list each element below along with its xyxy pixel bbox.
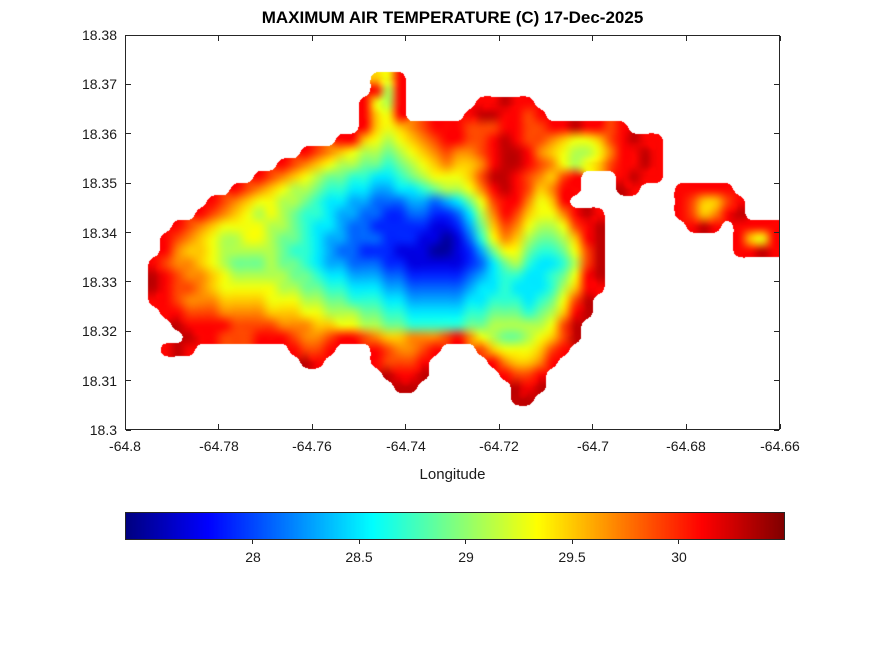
colorbar-tick-label: 30: [671, 549, 687, 565]
y-tick-label: 18.35: [81, 175, 117, 191]
y-tick-mark-right: [774, 133, 779, 134]
y-tick-mark-right: [774, 183, 779, 184]
colorbar-tick-mark: [465, 540, 466, 544]
y-tick-label: 18.3: [89, 422, 117, 438]
x-tick-mark: [218, 424, 219, 429]
x-tick-mark: [125, 424, 126, 429]
x-tick-mark-top: [780, 36, 781, 41]
y-tick-label: 18.38: [81, 27, 117, 43]
x-tick-mark: [312, 424, 313, 429]
y-tick-label: 18.37: [81, 76, 117, 92]
x-tick-mark-top: [499, 36, 500, 41]
y-tick-mark: [126, 281, 131, 282]
x-tick-mark: [592, 424, 593, 429]
y-tick-label: 18.33: [81, 274, 117, 290]
y-tick-mark: [126, 84, 131, 85]
y-tick-mark: [126, 133, 131, 134]
x-tick-label: -64.7: [577, 438, 609, 454]
y-tick-label: 18.36: [81, 126, 117, 142]
y-tick-mark: [126, 35, 131, 36]
y-tick-mark-right: [774, 430, 779, 431]
x-tick-mark: [499, 424, 500, 429]
x-tick-mark-top: [125, 36, 126, 41]
x-tick-mark-top: [218, 36, 219, 41]
colorbar-canvas: [125, 512, 785, 540]
y-tick-mark: [126, 430, 131, 431]
y-tick-label: 18.32: [81, 323, 117, 339]
y-tick-mark-right: [774, 232, 779, 233]
colorbar-tick-label: 28: [245, 549, 261, 565]
x-tick-mark: [686, 424, 687, 429]
y-tick-mark-right: [774, 331, 779, 332]
y-tick-mark-right: [774, 35, 779, 36]
x-tick-label: -64.74: [386, 438, 426, 454]
x-tick-label: -64.76: [292, 438, 332, 454]
x-tick-mark-top: [592, 36, 593, 41]
colorbar-tick-label: 28.5: [345, 549, 373, 565]
colorbar-tick-mark: [252, 540, 253, 544]
x-tick-mark-top: [312, 36, 313, 41]
chart-title: MAXIMUM AIR TEMPERATURE (C) 17-Dec-2025: [261, 8, 644, 27]
colorbar-tick-mark: [678, 540, 679, 544]
y-tick-mark: [126, 183, 131, 184]
x-tick-mark: [405, 424, 406, 429]
x-tick-mark: [780, 424, 781, 429]
y-tick-mark-right: [774, 84, 779, 85]
y-tick-label: 18.34: [81, 225, 117, 241]
y-tick-mark-right: [774, 380, 779, 381]
y-tick-mark-right: [774, 281, 779, 282]
x-tick-label: -64.78: [199, 438, 239, 454]
y-tick-mark: [126, 232, 131, 233]
x-tick-label: -64.8: [109, 438, 141, 454]
x-tick-label: -64.72: [479, 438, 519, 454]
y-tick-mark: [126, 331, 131, 332]
y-tick-label: 18.31: [81, 373, 117, 389]
colorbar-tick-label: 29: [458, 549, 474, 565]
x-tick-label: -64.66: [760, 438, 800, 454]
y-tick-mark: [126, 380, 131, 381]
x-tick-mark-top: [686, 36, 687, 41]
colorbar-tick-mark: [572, 540, 573, 544]
x-tick-label: -64.68: [666, 438, 706, 454]
colorbar-tick-label: 29.5: [558, 549, 586, 565]
x-tick-mark-top: [405, 36, 406, 41]
x-axis-label: Longitude: [419, 466, 486, 483]
temperature-heatmap-canvas: [125, 35, 780, 430]
colorbar-tick-mark: [359, 540, 360, 544]
